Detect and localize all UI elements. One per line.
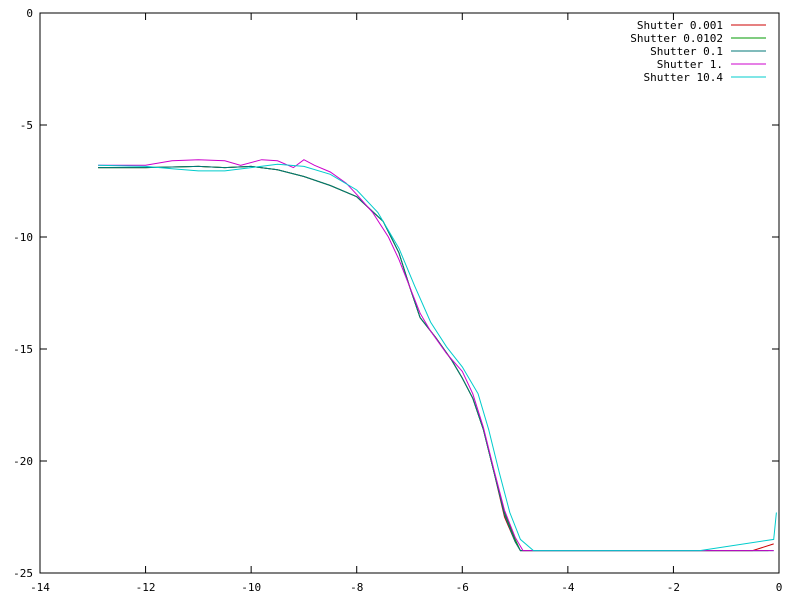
y-tick-label: -15 <box>13 343 33 356</box>
x-tick-label: -14 <box>30 581 50 594</box>
x-tick-label: 0 <box>776 581 783 594</box>
y-tick-label: -10 <box>13 231 33 244</box>
y-tick-label: -20 <box>13 455 33 468</box>
plot-frame <box>39 12 780 574</box>
y-tick-label: -25 <box>13 567 33 580</box>
x-axis-ticks: -14 -12 -10 -8 -6 -4 -2 0 <box>30 13 782 594</box>
x-tick-label: -2 <box>667 581 680 594</box>
y-axis-ticks: -25 -20 -15 -10 -5 0 <box>13 7 779 580</box>
y-tick-label: 0 <box>26 7 33 20</box>
series-line-3 <box>98 159 774 552</box>
legend-label: Shutter 0.001 <box>637 19 723 32</box>
legend-label: Shutter 1. <box>657 58 723 71</box>
x-tick-label: -10 <box>241 581 261 594</box>
x-tick-label: -4 <box>561 581 575 594</box>
y-tick-label: -5 <box>20 119 33 132</box>
series-line-4 <box>98 163 777 552</box>
legend-label: Shutter 0.1 <box>650 45 723 58</box>
x-tick-label: -8 <box>350 581 363 594</box>
legend-label: Shutter 10.4 <box>644 71 724 84</box>
series-lines <box>98 159 777 552</box>
x-tick-label: -12 <box>136 581 156 594</box>
x-tick-label: -6 <box>456 581 469 594</box>
legend-label: Shutter 0.0102 <box>630 32 723 45</box>
